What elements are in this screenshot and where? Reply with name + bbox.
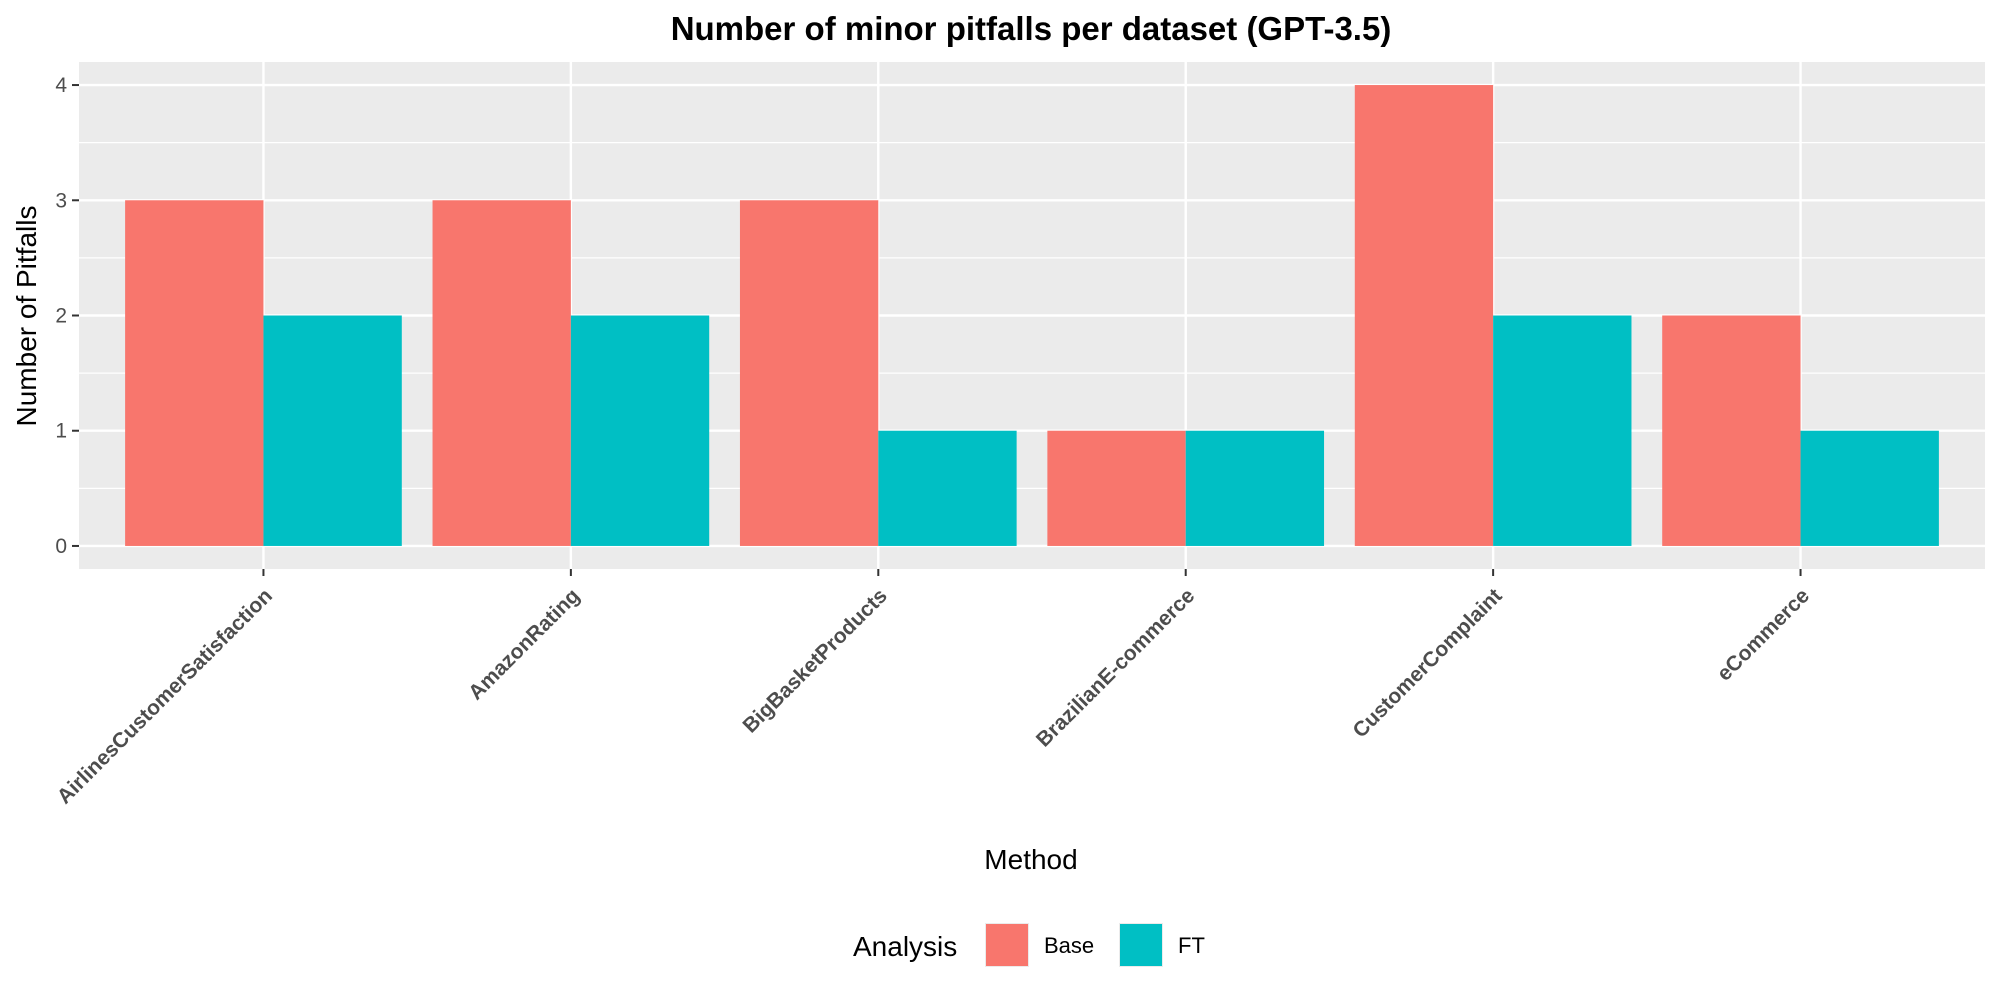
y-tick-label: 2: [55, 305, 67, 328]
bar-base-bigbasketproducts: [739, 200, 879, 546]
bar-base-braziliane-commerce: [1047, 430, 1186, 546]
x-tick-label: AirlinesCustomerSatisfaction: [53, 584, 277, 808]
bar-ft-ecommerce: [1800, 430, 1939, 546]
y-tick-label: 1: [55, 420, 67, 443]
bar-ft-braziliane-commerce: [1185, 430, 1325, 546]
x-axis-title: Method: [984, 844, 1077, 875]
y-tick-label: 3: [55, 189, 67, 212]
bar-ft-amazonrating: [570, 315, 710, 546]
legend-label-base: Base: [1044, 933, 1094, 958]
bar-base-amazonrating: [432, 200, 571, 546]
legend-key-ft: [1120, 924, 1162, 966]
legend-key-base: [986, 924, 1028, 966]
x-tick-label: eCommerce: [1713, 584, 1814, 685]
chart-title: Number of minor pitfalls per dataset (GP…: [671, 10, 1392, 47]
legend-label-ft: FT: [1178, 933, 1205, 958]
bar-base-customercomplaint: [1354, 85, 1494, 546]
x-axis: AirlinesCustomerSatisfaction AmazonRating…: [53, 569, 1814, 808]
y-tick-label: 4: [55, 74, 67, 97]
y-axis-title: Number of Pitfalls: [11, 206, 42, 427]
legend-title: Analysis: [853, 931, 957, 962]
bar-ft-customercomplaint: [1493, 315, 1632, 546]
x-tick-label: CustomerComplaint: [1348, 584, 1506, 742]
y-tick-label: 0: [55, 535, 67, 558]
bar-base-airlinescustomersatisfaction: [125, 200, 264, 546]
legend: Analysis Base FT: [853, 923, 1205, 967]
x-tick-label: BigBasketProducts: [739, 584, 892, 737]
x-tick-label: BrazilianE-commerce: [1032, 584, 1199, 751]
bar-ft-bigbasketproducts: [878, 430, 1017, 546]
bar-ft-airlinescustomersatisfaction: [263, 315, 402, 546]
bars: [125, 85, 1939, 546]
bar-base-ecommerce: [1662, 315, 1801, 546]
x-tick-label: AmazonRating: [464, 584, 584, 704]
y-axis: 0 1 2 3 4: [55, 74, 79, 558]
